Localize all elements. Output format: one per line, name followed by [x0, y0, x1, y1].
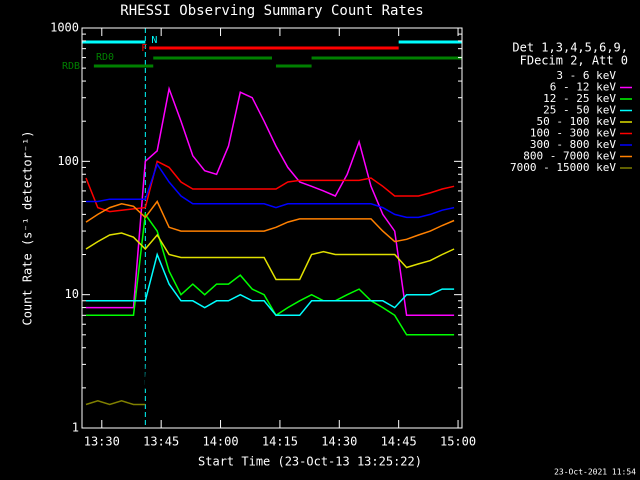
y-axis-label: Count Rate (s⁻¹ detector⁻¹) — [21, 130, 35, 325]
legend-label: 7000 - 15000 keV — [510, 161, 616, 174]
series-line — [86, 86, 455, 317]
legend-label: 25 - 50 keV — [543, 104, 616, 117]
series-line — [86, 212, 455, 336]
x-tick-label: 13:30 — [84, 435, 120, 449]
flag-label: N — [151, 35, 157, 46]
flag-label: F — [141, 43, 147, 54]
x-tick-label: 14:45 — [381, 435, 417, 449]
x-tick-label: 14:00 — [202, 435, 238, 449]
flag-label: RDB — [62, 61, 80, 72]
legend-title: FDecim 2, Att 0 — [520, 54, 628, 68]
flag-label: RD0 — [96, 52, 114, 63]
series-line — [85, 400, 146, 406]
x-tick-label: 14:15 — [262, 435, 298, 449]
legend-label: 12 - 25 keV — [543, 92, 616, 105]
y-tick-label: 1 — [72, 421, 79, 435]
y-tick-label: 10 — [65, 287, 79, 301]
legend-label: 6 - 12 keV — [550, 81, 617, 94]
series-line — [85, 232, 455, 281]
chart-title: RHESSI Observing Summary Count Rates — [120, 3, 423, 19]
legend-label: 50 - 100 keV — [537, 115, 617, 128]
x-tick-label: 15:00 — [440, 435, 476, 449]
legend-label: 100 - 300 keV — [530, 127, 616, 140]
x-tick-label: 14:30 — [321, 435, 357, 449]
plot-frame — [81, 27, 463, 429]
series-line — [86, 252, 455, 317]
y-tick-label: 100 — [57, 154, 79, 168]
series-line — [85, 117, 455, 399]
series-line — [85, 200, 455, 243]
x-axis-label: Start Time (23-Oct-13 13:25:22) — [198, 455, 422, 469]
x-tick-label: 13:45 — [143, 435, 179, 449]
footer: 23-Oct-2021 11:54 — [554, 468, 636, 477]
legend-label: 3 - 6 keV — [556, 69, 616, 82]
legend-label: 800 - 7000 keV — [523, 150, 616, 163]
legend-label: 300 - 800 keV — [530, 138, 616, 151]
y-tick-label: 1000 — [50, 21, 79, 35]
series-line — [86, 162, 455, 219]
legend-title: Det 1,3,4,5,6,9, — [512, 41, 628, 55]
series-line — [85, 160, 455, 213]
